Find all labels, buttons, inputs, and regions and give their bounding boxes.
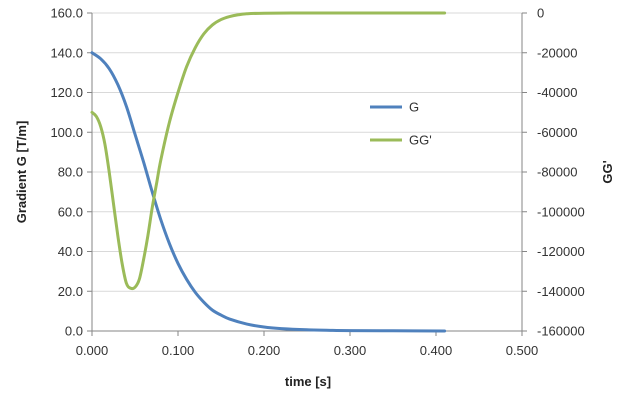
x-tick-labels: 0.000 0.100 0.200 0.300 0.400 0.500 [76, 343, 539, 358]
x-tick-label: 0.100 [162, 343, 195, 358]
right-tick-labels: -160000 -140000 -120000 -100000 -80000 -60000… [537, 6, 585, 339]
y-tick-label: 0.0 [65, 324, 83, 339]
x-tick-label: 0.200 [248, 343, 281, 358]
y2-tick-label: -160000 [537, 324, 585, 339]
series-line-g [90, 51, 447, 333]
y2-axis-label: GG' [600, 160, 615, 183]
x-tick-label: 0.000 [76, 343, 109, 358]
x-axis-label: time [s] [285, 374, 331, 389]
y-tick-label: 160.0 [50, 6, 83, 21]
y-tick-label: 60.0 [58, 204, 83, 219]
left-tick-labels: 0.0 20.0 40.0 60.0 80.0 100.0 120.0 140.0 160.0 [50, 6, 83, 339]
y-axis-label: Gradient G [T/m] [14, 121, 29, 224]
x-tick-label: 0.400 [420, 343, 453, 358]
gridlines [92, 12, 522, 292]
y-tick-label: 120.0 [50, 85, 83, 100]
y2-tick-label: -40000 [537, 85, 577, 100]
y-tick-label: 20.0 [58, 284, 83, 299]
legend: G GG' [370, 100, 432, 148]
y2-tick-label: -140000 [537, 284, 585, 299]
y2-tick-label: -20000 [537, 45, 577, 60]
series-line-gg [90, 11, 447, 291]
y-tick-label: 80.0 [58, 165, 83, 180]
y2-tick-label: -60000 [537, 125, 577, 140]
y2-tick-label: -120000 [537, 244, 585, 259]
y-tick-label: 40.0 [58, 244, 83, 259]
y2-tick-label: -80000 [537, 165, 577, 180]
legend-label-g: G [409, 100, 419, 115]
y-tick-label: 100.0 [50, 125, 83, 140]
y-tick-label: 140.0 [50, 45, 83, 60]
x-tick-label: 0.500 [506, 343, 539, 358]
y2-tick-label: -100000 [537, 204, 585, 219]
y2-tick-label: 0 [537, 6, 544, 21]
legend-label-gg: GG' [409, 133, 432, 148]
x-tick-label: 0.300 [334, 343, 367, 358]
series-lines [90, 11, 447, 333]
